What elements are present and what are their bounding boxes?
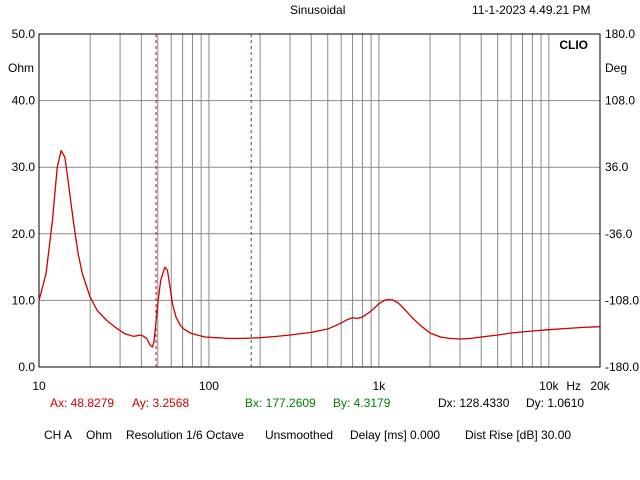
timestamp: 11-1-2023 4.49.21 PM: [472, 3, 591, 17]
status-delay: Delay [ms] 0.000: [350, 428, 441, 442]
status-dist-rise: Dist Rise [dB] 30.00: [465, 428, 572, 442]
left-unit-label: Ohm: [8, 61, 34, 75]
chart-title: Sinusoidal: [290, 3, 346, 17]
x-tick-label-0: 10: [32, 379, 46, 393]
right-unit-label: Deg: [605, 61, 627, 75]
readout-ay: Ay: 3.2568: [132, 396, 190, 410]
y-tick-label-1: 10.0: [12, 293, 36, 307]
x-tick-label-2: 1k: [373, 379, 387, 393]
x-tick-label-1: 100: [199, 379, 219, 393]
impedance-series-line-0: [38, 149, 601, 348]
status-smoothing: Unsmoothed: [265, 428, 334, 442]
readout-dx: Dx: 128.4330: [438, 396, 510, 410]
readout-bx: Bx: 177.2609: [245, 396, 316, 410]
readout-by: By: 4.3179: [333, 396, 391, 410]
y2-tick-label-4: 108.0: [605, 94, 635, 108]
y2-tick-label-2: -36.0: [605, 227, 633, 241]
y2-tick-label-1: -108.0: [605, 293, 639, 307]
plot-area: [39, 34, 600, 367]
status-unit: Ohm: [86, 428, 113, 442]
plot-frame: [38, 33, 601, 368]
y2-tick-label-5: 180.0: [605, 27, 635, 41]
y-tick-label-5: 50.0: [12, 27, 36, 41]
x-tick-label-5: 20k: [590, 379, 610, 393]
status-resolution: Resolution 1/6 Octave: [126, 428, 245, 442]
y-tick-label-3: 30.0: [12, 160, 36, 174]
readout-ax: Ax: 48.8279: [50, 396, 115, 410]
y-tick-label-4: 40.0: [12, 94, 36, 108]
brand-label: CLIO: [559, 38, 588, 52]
y2-tick-label-0: -180.0: [605, 360, 639, 374]
y-tick-label-0: 0.0: [18, 360, 35, 374]
readout-dy: Dy: 1.0610: [526, 396, 585, 410]
y2-tick-label-3: 36.0: [605, 160, 629, 174]
x-tick-label-3: 10k: [539, 379, 559, 393]
x-tick-label-4: Hz: [566, 379, 581, 393]
y-tick-label-2: 20.0: [12, 227, 36, 241]
status-channel: CH A: [44, 428, 73, 442]
